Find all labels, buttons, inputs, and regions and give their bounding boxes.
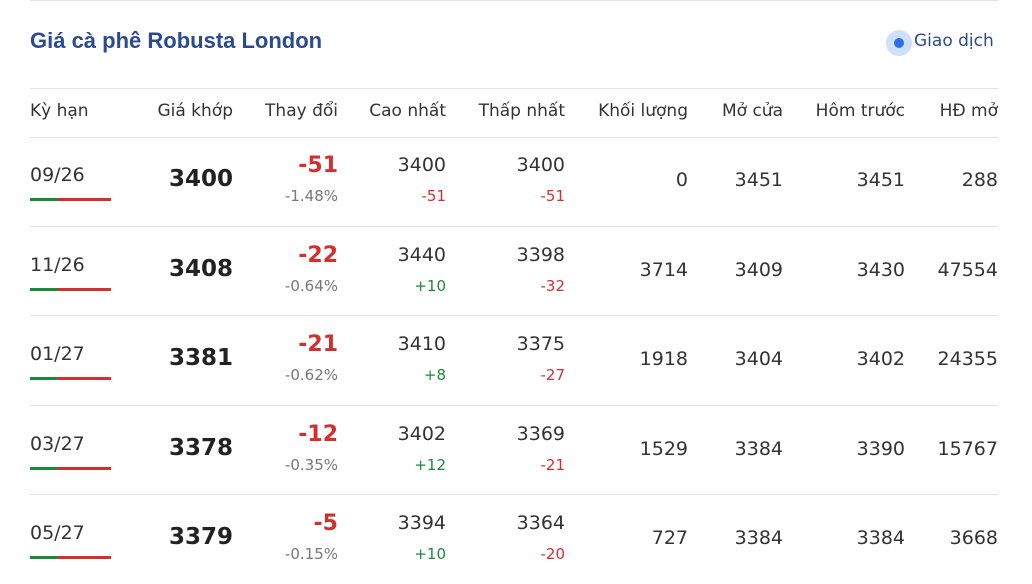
term: 09/26 (30, 164, 85, 186)
open-interest: 24355 (937, 348, 998, 370)
volume: 727 (651, 527, 688, 549)
term: 01/27 (30, 343, 85, 365)
range-bar-red (58, 556, 111, 559)
low: 3400 (516, 154, 565, 176)
high: 3394 (397, 512, 446, 534)
low-diff: -21 (540, 455, 566, 474)
volume: 1918 (639, 348, 688, 370)
high-diff: +12 (414, 455, 446, 474)
high-diff: -51 (421, 187, 447, 205)
last-price: 3400 (168, 166, 233, 192)
low: 3369 (516, 422, 565, 445)
range-bar-green (30, 466, 58, 470)
range-bar-green (30, 377, 58, 380)
column-header: Hôm trước (815, 101, 905, 121)
column-header: Thay đổi (265, 101, 338, 121)
change: -21 (298, 332, 338, 357)
column-header: HĐ mở (939, 101, 998, 121)
low-diff: -51 (540, 187, 566, 205)
change: -51 (298, 153, 338, 178)
change: -22 (298, 242, 338, 268)
last-price: 3379 (168, 524, 233, 550)
column-header: Kỳ hạn (30, 101, 89, 121)
term: 11/26 (30, 253, 85, 276)
low: 3398 (516, 243, 565, 266)
change: -5 (313, 511, 338, 536)
high: 3400 (397, 154, 446, 176)
change-percent: -1.48% (284, 187, 338, 205)
previous-close: 3390 (856, 437, 905, 460)
open-interest: 47554 (937, 258, 998, 281)
top-border (30, 0, 998, 1)
low-diff: -20 (540, 545, 566, 563)
status[interactable]: Giao dịch (914, 31, 994, 51)
low-diff: -27 (540, 366, 566, 384)
previous-close: 3451 (856, 169, 905, 191)
term: 05/27 (30, 522, 85, 544)
header-top-line (30, 88, 998, 89)
volume: 0 (675, 169, 688, 191)
column-header: Cao nhất (369, 101, 446, 121)
high-diff: +8 (423, 366, 446, 384)
high: 3402 (397, 422, 446, 445)
change-percent: -0.15% (284, 545, 338, 563)
open-interest: 3668 (949, 527, 998, 549)
title: Giá cà phê Robusta London (30, 28, 323, 53)
column-header: Mở cửa (721, 101, 783, 121)
open: 3384 (734, 527, 783, 549)
range-bar-red (58, 466, 111, 470)
high-diff: +10 (414, 545, 446, 563)
range-bar-green (30, 556, 58, 559)
low: 3375 (516, 333, 565, 355)
change: -12 (298, 421, 338, 447)
column-header: Giá khớp (157, 101, 233, 121)
previous-close: 3430 (856, 258, 905, 281)
range-bar-green (30, 287, 58, 291)
previous-close: 3384 (856, 527, 905, 549)
previous-close: 3402 (856, 348, 905, 370)
row-line (30, 494, 998, 495)
high: 3440 (397, 243, 446, 266)
last-price: 3381 (168, 345, 233, 371)
change-percent: -0.64% (284, 276, 338, 295)
column-header: Thấp nhất (478, 101, 565, 121)
volume: 1529 (639, 437, 688, 460)
header-bottom-line (30, 137, 998, 138)
change-percent: -0.35% (284, 455, 338, 474)
low: 3364 (516, 512, 565, 534)
row-line (30, 315, 998, 316)
range-bar-red (58, 287, 111, 291)
term: 03/27 (30, 432, 85, 455)
change-percent: -0.62% (284, 366, 338, 384)
column-header: Khối lượng (598, 101, 688, 121)
high-diff: +10 (414, 276, 446, 295)
open: 3384 (734, 437, 783, 460)
range-bar-red (58, 377, 111, 380)
status-dot (886, 30, 912, 56)
open: 3404 (734, 348, 783, 370)
open: 3451 (734, 169, 783, 191)
last-price: 3378 (168, 434, 233, 461)
low-diff: -32 (540, 276, 566, 295)
high: 3410 (397, 333, 446, 355)
open-interest: 288 (961, 169, 998, 191)
volume: 3714 (639, 258, 688, 281)
open: 3409 (734, 258, 783, 281)
row-line (30, 225, 998, 227)
open-interest: 15767 (937, 437, 998, 460)
range-bar-red (58, 198, 111, 201)
range-bar-green (30, 198, 58, 201)
row-line (30, 404, 998, 406)
last-price: 3408 (168, 255, 233, 282)
